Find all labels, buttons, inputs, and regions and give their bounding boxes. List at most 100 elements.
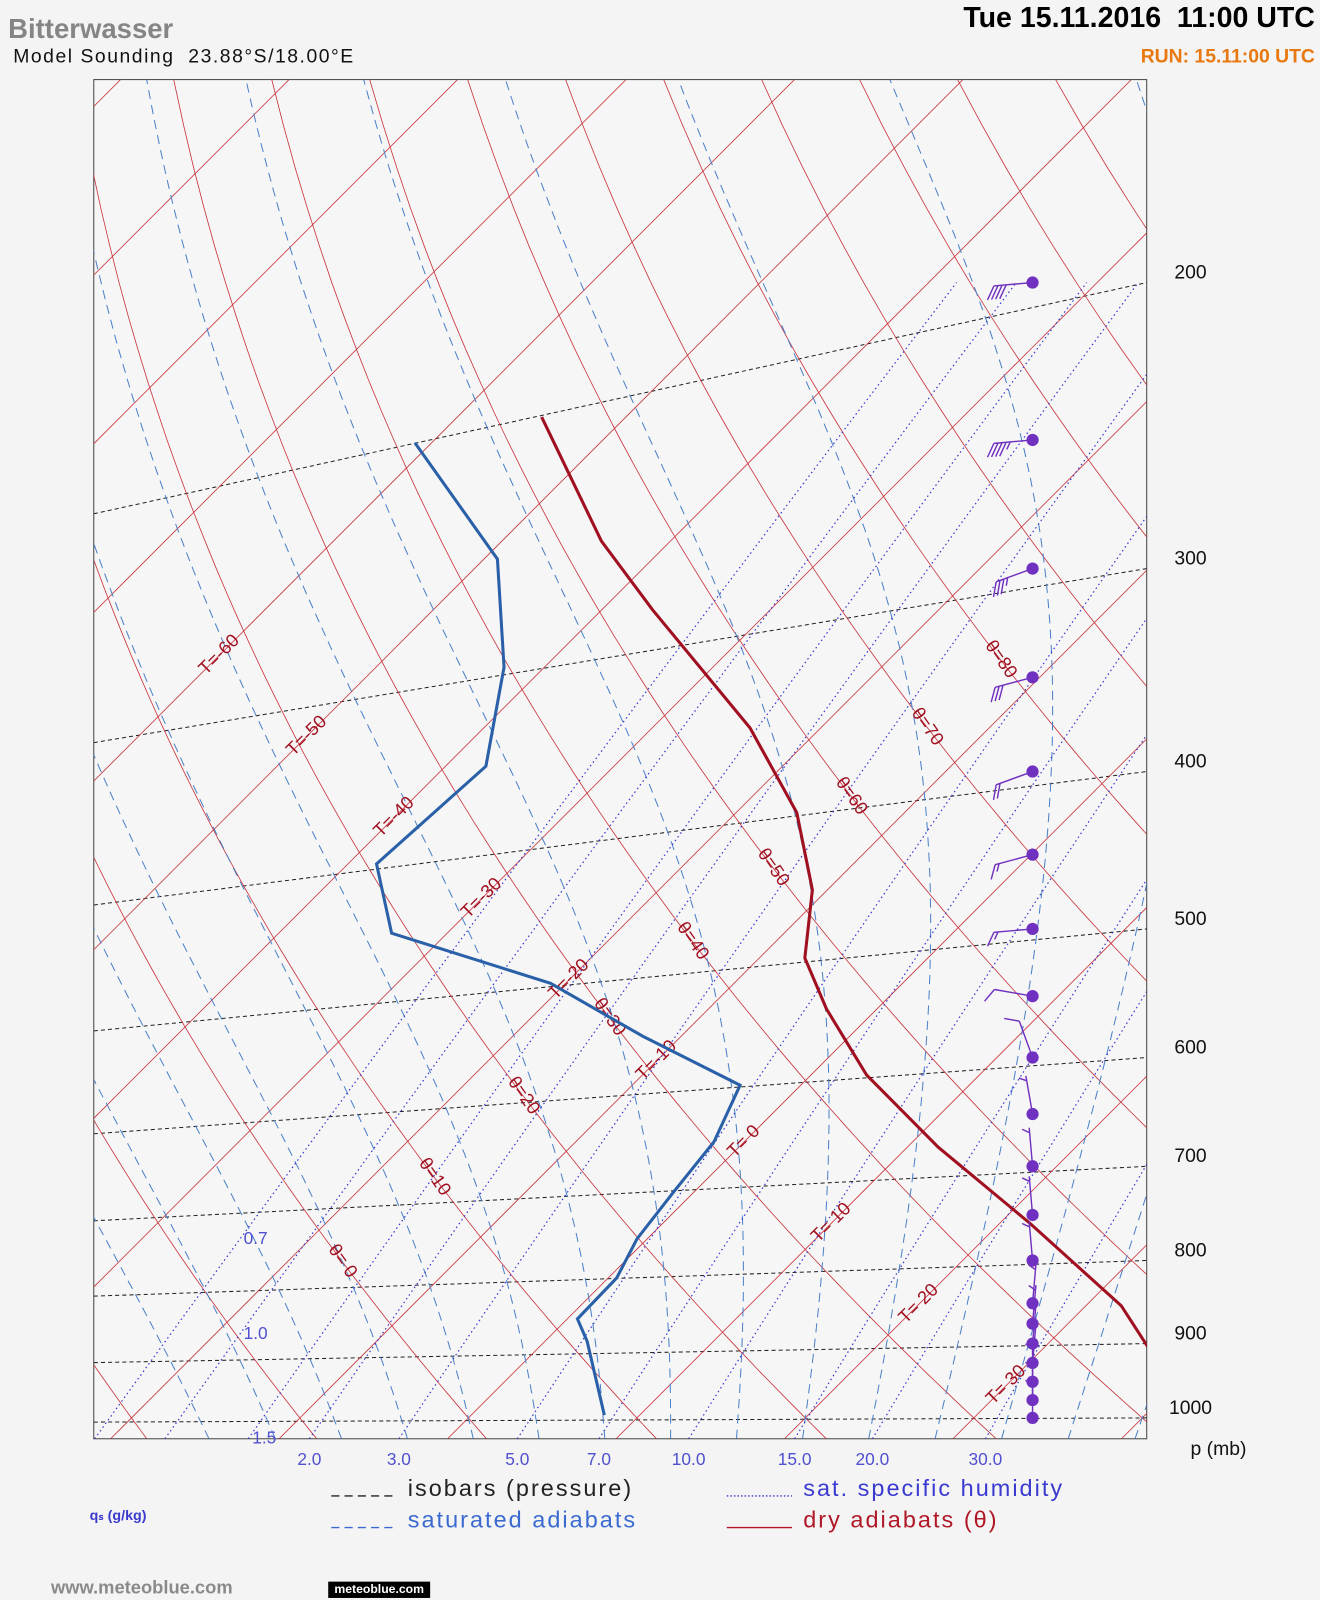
humidity-tick-label: 30.0 [969, 1449, 1003, 1469]
humidity-line [398, 373, 1147, 1439]
saturated-adiabat [93, 249, 540, 1439]
wind-barb [1028, 1284, 1037, 1324]
isotherm [1290, 80, 1320, 1439]
saturated-adiabat [146, 79, 606, 1439]
isobar [93, 282, 1147, 515]
isotherm [93, 79, 1132, 1119]
isotherm [615, 906, 1147, 1439]
humidity-tick-label: 2.0 [297, 1449, 321, 1469]
humidity-tick-label: 15.0 [778, 1449, 812, 1469]
wind-level-dot [1026, 990, 1039, 1003]
wind-barb [992, 770, 1033, 801]
dry-adiabat [1252, 80, 1320, 1439]
dry-adiabat [369, 79, 1147, 1276]
wind-level-dot [1026, 848, 1039, 861]
wind-level-dot [1026, 276, 1039, 289]
dry-adiabat [93, 173, 827, 1439]
footer: www.meteoblue.com [50, 1577, 233, 1598]
date: Tue 15.11.2016 11:00 UTC [963, 2, 1315, 34]
wind-barb [990, 676, 1033, 703]
wind-barb [986, 928, 1033, 947]
wind-level-dot [1026, 922, 1039, 936]
wind-barb [1021, 1127, 1034, 1167]
wind-barb [1028, 1304, 1037, 1344]
isobar [93, 928, 1147, 1032]
saturated-adiabat [1134, 1403, 1147, 1439]
dry-adiabat [271, 79, 1147, 1423]
legend-label: dry adiabats (θ) [803, 1507, 998, 1533]
saturated-adiabat [93, 541, 474, 1439]
isobar [93, 1057, 1147, 1135]
dry-adiabat [173, 79, 997, 1439]
y-tick-label: 500 [1174, 908, 1207, 930]
saturated-adiabat [93, 926, 342, 1439]
y-tick-label: 200 [1174, 261, 1207, 283]
wind-barb [1025, 1379, 1034, 1418]
humidity-tick-label: 10.0 [672, 1449, 706, 1469]
legend-label: isobars (pressure) [408, 1475, 633, 1501]
humidity-line [94, 282, 958, 1439]
chart-subtitle: Model Sounding 23.88°S/18.00°E [13, 45, 355, 67]
humidity-tick-label: 20.0 [856, 1449, 890, 1469]
wind-barb [992, 567, 1033, 598]
badge: meteoblue.com [334, 1582, 424, 1596]
isotherm [93, 79, 627, 613]
isotherm [278, 569, 1147, 1439]
wind-level-dot [1026, 1411, 1039, 1425]
y-tick-label: 600 [1174, 1036, 1207, 1058]
dry-adiabat [467, 79, 1147, 1129]
isotherm [93, 79, 458, 445]
wind-barb [1028, 1264, 1037, 1304]
humidity-label: qₛ (g/kg) [90, 1508, 147, 1524]
wind-barb [990, 853, 1033, 880]
dry-adiabat [761, 79, 1147, 688]
humidity-tick-label: 3.0 [387, 1449, 411, 1469]
y-tick-label: 700 [1174, 1145, 1207, 1167]
dry-adiabat [663, 79, 1147, 835]
y-tick-label: 900 [1174, 1323, 1207, 1345]
run: RUN: 15.11:00 UTC [1141, 45, 1315, 67]
isotherm [93, 79, 964, 951]
humidity-line [164, 282, 1017, 1439]
dry-adiabat [93, 1119, 318, 1439]
wind-level-dot [1026, 433, 1039, 447]
saturated-adiabat [1202, 80, 1320, 1439]
isotherm [93, 232, 1147, 1288]
y-tick-label: 300 [1174, 547, 1207, 569]
y-tick-label: 1000 [1169, 1397, 1212, 1419]
wind-barb [1004, 1017, 1034, 1058]
saturated-adiabat [889, 79, 1054, 1439]
wind-level-dot [1026, 1254, 1039, 1267]
wind-level-dot [1026, 1051, 1039, 1064]
isotherm [447, 738, 1147, 1439]
wind-level-dot [1026, 1107, 1039, 1121]
saturated-adiabat [1067, 1192, 1147, 1439]
isobar [93, 1259, 1147, 1297]
humidity-tick-label: 5.0 [505, 1449, 529, 1469]
isobar [93, 771, 1147, 906]
isotherm [93, 79, 795, 782]
saturated-adiabat [677, 79, 932, 1439]
dry-adiabat [565, 79, 1147, 982]
wind-level-dot [1026, 1160, 1039, 1173]
wind-barb [1021, 1221, 1034, 1261]
y-tick-label: 800 [1174, 1239, 1207, 1261]
plot-area [93, 79, 1148, 1440]
grid [93, 79, 1320, 1439]
dry-adiabat [93, 856, 487, 1439]
wind-level-dot [1026, 562, 1039, 575]
humidity-line [247, 282, 1088, 1439]
dewpoint-line [374, 441, 743, 1416]
humidity-line [688, 733, 1147, 1439]
y-tick-label: 400 [1174, 750, 1207, 772]
saturated-adiabat [245, 79, 672, 1439]
humidity-tick-label: 0.7 [244, 1228, 268, 1248]
wind-barb [1018, 1075, 1034, 1115]
humidity-tick-label: 1.5 [252, 1427, 276, 1447]
wind-level-dot [1026, 765, 1039, 778]
humidity-line [794, 878, 1147, 1439]
saturated-adiabat [1001, 79, 1147, 1439]
wind-level-dot [1026, 1208, 1039, 1222]
saturated-adiabat [363, 79, 744, 1439]
